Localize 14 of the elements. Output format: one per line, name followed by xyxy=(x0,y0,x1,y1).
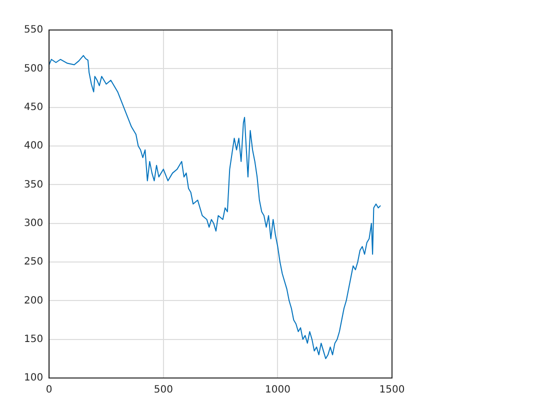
x-tick-label: 1000 xyxy=(264,384,290,396)
y-tick-label: 500 xyxy=(24,63,44,74)
y-tick-label: 300 xyxy=(24,218,44,229)
y-tick-label: 550 xyxy=(24,24,44,36)
x-tick-label: 0 xyxy=(46,384,52,396)
y-tick-label: 400 xyxy=(24,140,44,152)
x-tick-label: 1500 xyxy=(379,384,405,396)
y-tick-label: 150 xyxy=(24,334,44,345)
y-tick-label: 450 xyxy=(24,102,44,113)
y-tick-label: 250 xyxy=(24,256,44,268)
x-tick-label: 500 xyxy=(154,384,173,396)
y-tick-label: 350 xyxy=(24,179,44,190)
y-tick-label: 200 xyxy=(24,295,44,306)
y-tick-label: 100 xyxy=(24,372,44,384)
